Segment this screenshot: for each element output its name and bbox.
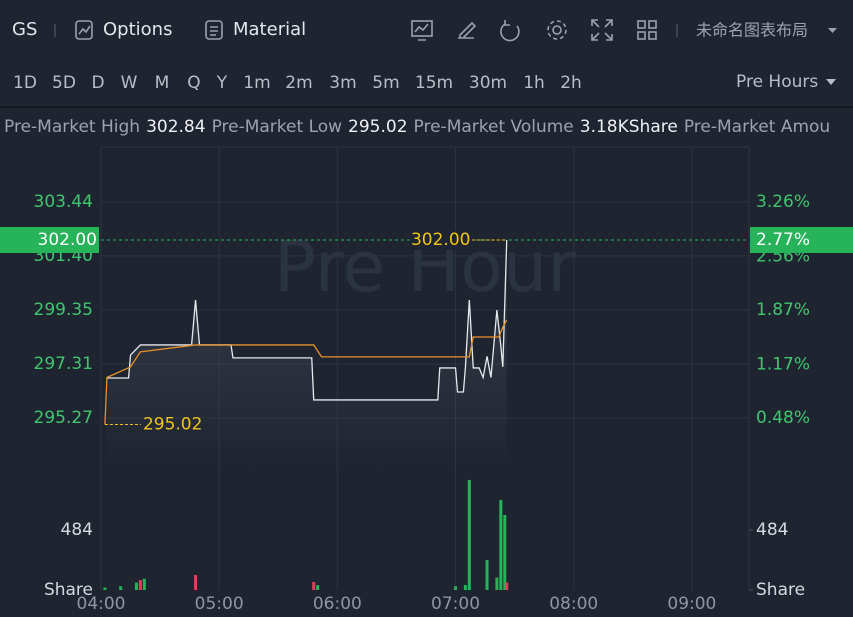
volume-bar: [134, 582, 138, 590]
high-annotation: 302.00: [411, 230, 470, 250]
x-tick-label: 08:00: [549, 594, 598, 614]
volume-bar: [142, 578, 146, 590]
interval-button[interactable]: 1D: [13, 73, 37, 93]
x-tick-label: 06:00: [313, 594, 362, 614]
interval-button[interactable]: 3m: [329, 73, 356, 93]
high-label-bg: [409, 230, 472, 250]
volume-bar: [454, 586, 458, 590]
indicator-icon[interactable]: [411, 20, 433, 41]
interval-button[interactable]: Q: [187, 73, 200, 93]
x-tick-label: 07:00: [431, 594, 480, 614]
volume-tick-label: 484: [756, 520, 788, 540]
dropdown-arrow[interactable]: [828, 28, 837, 33]
info-value: 302.84: [146, 117, 205, 137]
interval-button[interactable]: D: [91, 73, 104, 93]
volume-bar: [312, 581, 316, 590]
area-shade: [106, 240, 507, 470]
draw-icon[interactable]: [458, 21, 477, 39]
info-label: Pre-Market Amou: [684, 117, 830, 137]
volume-tick-label: Share: [44, 580, 93, 600]
volume-bar: [463, 585, 467, 590]
interval-button[interactable]: 5D: [52, 73, 76, 93]
x-tick-label: 04:00: [77, 594, 126, 614]
settings-icon[interactable]: [547, 20, 567, 40]
volume-bar: [495, 577, 499, 590]
y2-tick-label: 0.48%: [756, 408, 810, 428]
volume-bar: [503, 515, 507, 590]
interval-button[interactable]: M: [155, 73, 170, 93]
interval-button[interactable]: 1m: [243, 73, 270, 93]
y-tick-label: 299.35: [34, 300, 93, 320]
price-line: [106, 239, 508, 401]
interval-button[interactable]: 30m: [469, 73, 507, 93]
volume-bar: [467, 479, 471, 590]
y2-tick-label: 3.26%: [756, 192, 810, 212]
interval-button[interactable]: 2m: [285, 73, 312, 93]
volume-bar: [138, 580, 142, 590]
fullscreen-icon[interactable]: [591, 19, 613, 41]
info-label: Pre-Market High: [4, 117, 140, 137]
volume-bar: [485, 560, 489, 590]
low-annotation: 295.02: [143, 415, 202, 435]
y2-tick-label: 1.17%: [756, 354, 810, 374]
current-percent-label: 2.77%: [756, 230, 810, 250]
material-button[interactable]: Material: [233, 19, 306, 40]
volume-tick-label: 484: [61, 520, 93, 540]
session-select[interactable]: Pre Hours: [736, 72, 818, 92]
volume-bar: [194, 575, 198, 590]
interval-button[interactable]: W: [121, 73, 138, 93]
interval-bar: 1D 5D D W M Q Y 1m 2m 3m 5m 15m 30m 1h 2h: [13, 73, 582, 93]
x-tick-label: 05:00: [195, 594, 244, 614]
volume-bar: [316, 585, 320, 590]
volume-tick-label: Share: [756, 580, 805, 600]
interval-button[interactable]: 5m: [372, 73, 399, 93]
reset-icon[interactable]: [500, 20, 520, 42]
info-value: 295.02: [348, 117, 407, 137]
interval-button[interactable]: 1h: [523, 73, 545, 93]
info-strip: Pre-Market High 302.84 Pre-Market Low 295.0…: [4, 117, 830, 137]
current-percent-tag: [750, 227, 853, 253]
x-tick-label: 09:00: [667, 594, 716, 614]
volume-bar: [505, 582, 509, 590]
layout-name[interactable]: 未命名图表布局: [696, 21, 808, 40]
info-value: 3.18KShare: [580, 117, 678, 137]
y2-tick-label: 1.87%: [756, 300, 810, 320]
price-line: [104, 319, 508, 425]
current-price-tag: [0, 227, 99, 253]
symbol[interactable]: GS: [12, 19, 37, 40]
interval-button[interactable]: Y: [216, 73, 228, 93]
volume-bar: [103, 587, 107, 590]
interval-button[interactable]: 2h: [560, 73, 582, 93]
volume-bar: [499, 500, 503, 590]
info-label: Pre-Market Low: [212, 117, 343, 137]
volume-bar: [119, 586, 123, 590]
info-label: Pre-Market Volume: [414, 117, 574, 137]
dropdown-arrow[interactable]: [826, 79, 836, 85]
interval-button[interactable]: 15m: [415, 73, 453, 93]
y-tick-label: 297.31: [34, 354, 93, 374]
y-tick-label: 295.27: [34, 408, 93, 428]
options-button[interactable]: Options: [103, 19, 172, 40]
options-icon[interactable]: [75, 20, 93, 40]
current-price-label: 302.00: [38, 230, 97, 250]
material-icon[interactable]: [205, 20, 223, 40]
layout-icon[interactable]: [637, 20, 657, 40]
y-tick-label: 303.44: [34, 192, 93, 212]
